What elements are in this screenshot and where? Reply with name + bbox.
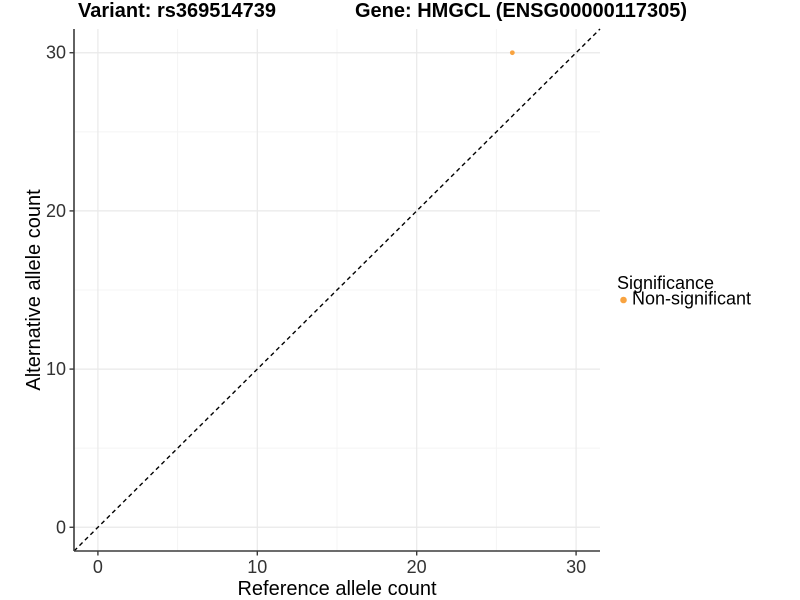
x-axis-title: Reference allele count [237, 578, 436, 600]
y-tick-label: 0 [56, 517, 66, 537]
x-tick-label: 10 [247, 557, 267, 577]
tick-marks [69, 52, 577, 556]
y-tick-label: 30 [46, 43, 66, 63]
legend-title: Significance [617, 273, 714, 293]
legend-key-dot [620, 296, 627, 304]
x-tick-label: 0 [93, 557, 103, 577]
legend-item-label: Non-significant [632, 289, 751, 309]
x-tick-labels: 0 10 20 30 [93, 557, 586, 577]
y-tick-label: 20 [46, 201, 66, 221]
legend-items: Non-significant [620, 289, 751, 309]
data-points [509, 50, 515, 56]
y-axis-title: Alternative allele count [23, 189, 45, 391]
x-tick-label: 20 [407, 557, 427, 577]
legend: Significance Non-significant [617, 273, 751, 309]
y-tick-labels: 0 10 20 30 [46, 43, 66, 538]
x-tick-label: 30 [566, 557, 586, 577]
y-tick-label: 10 [46, 359, 66, 379]
data-point [509, 50, 515, 56]
plot-title-gene: Gene: HMGCL (ENSG00000117305) [355, 0, 687, 22]
identity-dashed-line [73, 28, 601, 552]
plot-title-variant: Variant: rs369514739 [78, 0, 276, 22]
